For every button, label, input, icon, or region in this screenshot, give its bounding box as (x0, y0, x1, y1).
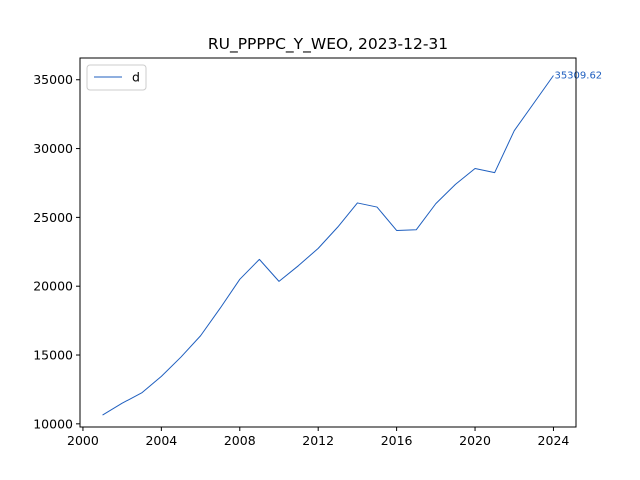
plot-area (80, 58, 576, 427)
x-tick-label: 2024 (538, 433, 570, 448)
x-tick-label: 2000 (67, 433, 99, 448)
x-tick-label: 2020 (459, 433, 491, 448)
legend-label: d (132, 70, 140, 85)
chart-title: RU_PPPPC_Y_WEO, 2023-12-31 (208, 35, 448, 54)
y-tick-label: 25000 (33, 210, 73, 225)
x-tick-label: 2008 (224, 433, 256, 448)
y-axis: 10000 15000 20000 25000 30000 35000 (33, 72, 80, 431)
annotation-layer: 35309.62 (554, 70, 602, 81)
x-axis: 2000 2004 2008 2012 2016 2020 2024 (67, 427, 569, 448)
x-tick-label: 2004 (145, 433, 177, 448)
y-tick-label: 15000 (33, 348, 73, 363)
last-value-label: 35309.62 (554, 70, 602, 81)
y-tick-label: 10000 (33, 416, 73, 431)
legend: d (86, 64, 147, 91)
x-tick-label: 2012 (302, 433, 334, 448)
y-tick-label: 30000 (33, 141, 73, 156)
y-tick-label: 35000 (33, 72, 73, 87)
series-line-d (102, 75, 554, 416)
x-tick-label: 2016 (381, 433, 413, 448)
plot-frame (79, 57, 577, 428)
series-layer (102, 75, 554, 416)
y-tick-label: 20000 (33, 279, 73, 294)
